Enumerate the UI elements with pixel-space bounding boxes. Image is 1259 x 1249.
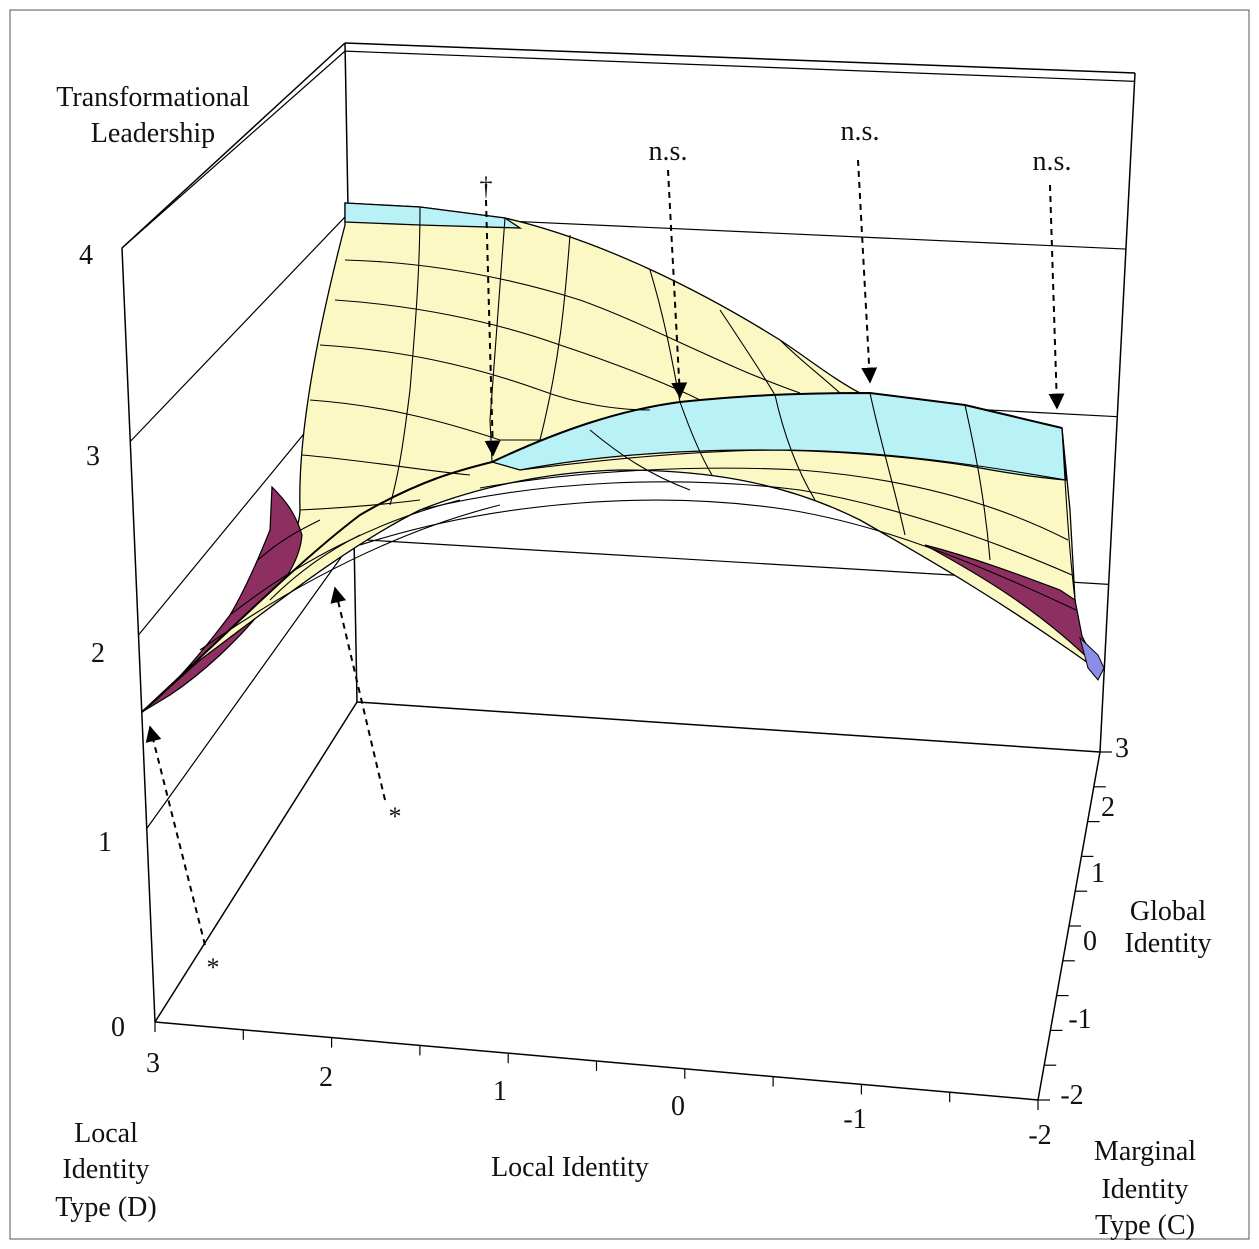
z-axis-label-line-1: Transformational: [56, 82, 250, 113]
mesh-line: [679, 401, 713, 476]
corner-label-right-line: Marginal: [1094, 1136, 1196, 1167]
mesh-line: [257, 519, 321, 561]
y-tick-label: 1: [1091, 858, 1105, 889]
x-tick-label: 2: [319, 1062, 333, 1093]
back-top-edge: [344, 42, 1136, 74]
mesh-line: [299, 499, 421, 511]
mesh-line: [719, 309, 776, 396]
corner-label-right-line: Type (C): [1095, 1210, 1195, 1241]
mesh-line: [589, 429, 691, 491]
x-axis-label: Local Identity: [491, 1152, 649, 1183]
mesh-line: [359, 499, 1077, 611]
corner-label-right-line: Identity: [1101, 1174, 1188, 1205]
y-tick-label: 2: [1101, 792, 1115, 823]
axis-ticks: [154, 751, 1112, 1110]
x-tick-label: 3: [146, 1048, 160, 1079]
corner-label-left-line: Type (D): [55, 1192, 156, 1223]
right-back-edge: [1099, 72, 1136, 753]
z-tick-label: 3: [86, 441, 100, 472]
back-left-top-edge: [121, 42, 346, 249]
mesh-line: [779, 339, 841, 394]
x-tick-label: 1: [493, 1076, 507, 1107]
y-tick-label: -2: [1060, 1080, 1083, 1111]
z-tick-label: 2: [91, 638, 105, 669]
annotation-label: *: [207, 953, 220, 982]
mesh-line: [269, 534, 361, 601]
z-gridline-left: [129, 213, 349, 442]
response-surface: [141, 202, 1105, 713]
axes-frame: [121, 42, 1136, 1101]
mesh-line: [1061, 427, 1076, 601]
mesh-line: [539, 234, 571, 441]
annotation-label: *: [389, 802, 402, 831]
annotation-arrow-ns-3: [1048, 184, 1065, 410]
surface-mesh: [199, 206, 1077, 651]
z-gridline-left: [146, 538, 355, 829]
corner-label-left-line: Local: [74, 1118, 138, 1149]
y-tick-label: 0: [1083, 926, 1097, 957]
annotation-arrow-ns-2: [857, 159, 878, 384]
y-tick-label: -1: [1068, 1004, 1091, 1035]
left-floor-edge: [154, 701, 358, 1023]
mesh-line: [344, 259, 801, 394]
mesh-line: [319, 344, 651, 411]
z-tick-label: 0: [111, 1012, 125, 1043]
surface-lowest-band-right: [1079, 636, 1105, 681]
mesh-line: [419, 481, 1073, 576]
annotation-arrows: [145, 159, 1065, 946]
x-tick-label: -1: [843, 1104, 866, 1135]
z-axis-label-line-2: Leadership: [91, 118, 215, 149]
figure-border: [9, 9, 1250, 1240]
annotation-label: n.s.: [841, 116, 880, 147]
mesh-line: [519, 449, 1067, 481]
annotation-arrow-star-1: [145, 725, 206, 946]
x-tick-label: -2: [1028, 1120, 1051, 1151]
mesh-line: [869, 392, 906, 536]
annotation-label: n.s.: [649, 136, 688, 167]
annotation-arrow-dagger: [484, 199, 501, 457]
x-tick-label: 0: [671, 1091, 685, 1122]
z-tick-label: 1: [98, 827, 112, 858]
mesh-line: [229, 499, 461, 616]
mesh-line: [334, 299, 701, 401]
annotation-label: †: [480, 172, 493, 201]
z-gridline-left: [121, 50, 346, 249]
corner-label-left-line: Identity: [62, 1154, 149, 1185]
annotation-arrow-star-2: [330, 586, 386, 801]
mesh-line: [309, 399, 540, 441]
mesh-line: [964, 404, 991, 561]
y-axis-label-line-1: Global: [1130, 896, 1206, 927]
z-tick-label: 4: [79, 240, 93, 271]
mesh-line: [489, 217, 506, 463]
annotation-label: n.s.: [1033, 146, 1072, 177]
mesh-line: [199, 504, 501, 651]
annotation-arrow-ns-1: [667, 169, 688, 399]
y-tick-label: 3: [1115, 733, 1129, 764]
z-gridline-back: [344, 50, 1136, 82]
y-axis-label-line-2: Identity: [1124, 928, 1211, 959]
mesh-line: [479, 467, 1069, 541]
back-floor-edge: [356, 701, 1101, 753]
surface-front-ridge: [141, 391, 1063, 713]
